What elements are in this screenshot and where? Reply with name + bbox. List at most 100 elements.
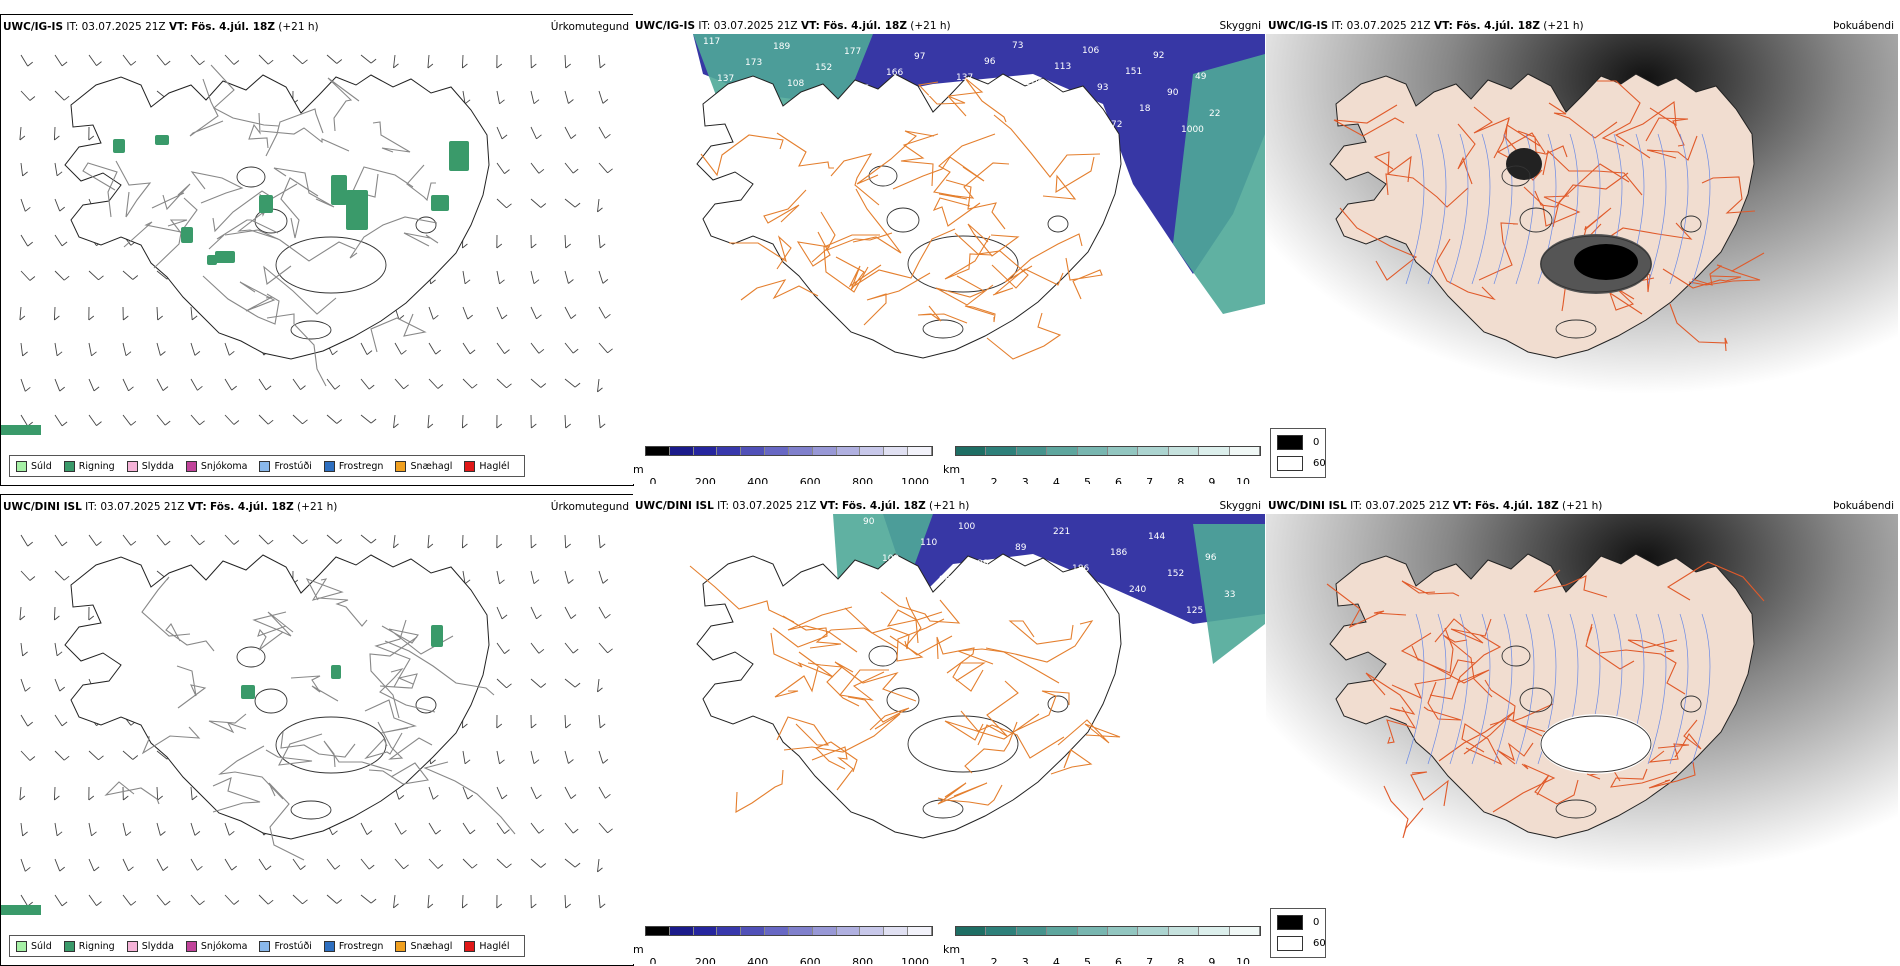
it-label: IT:: [1350, 500, 1362, 512]
colorbar-swatch: [1169, 927, 1199, 935]
colorbar-swatch: [860, 927, 884, 935]
colorbar-tick-label: 200: [695, 956, 716, 964]
colorbar-swatch: [694, 447, 718, 455]
visibility-value-label: 90: [1167, 88, 1179, 98]
precip-legend-item: Slydda: [127, 461, 174, 472]
visibility-value-label: 98: [939, 575, 951, 585]
visibility-value-label: 93: [1097, 83, 1108, 93]
vt-label: VT:: [820, 500, 839, 512]
model-name: UWC/IG-IS: [1268, 20, 1328, 32]
colorbar-unit: m: [633, 463, 644, 476]
colorbar-swatch: [986, 927, 1016, 935]
panel-header: UWC/IG-IS IT: 03.07.2025 21Z VT: Fös. 4.…: [3, 21, 319, 33]
precip-legend-label: Haglél: [479, 461, 509, 472]
colorbar-swatch: [646, 447, 670, 455]
fog-index-panel-dini: UWC/DINI ISL IT: 03.07.2025 21Z VT: Fös.…: [1266, 494, 1898, 964]
vt-label: VT:: [801, 20, 820, 32]
precip-legend-swatch: [127, 461, 138, 472]
model-name: UWC/DINI ISL: [1268, 500, 1347, 512]
visibility-value-label: 72: [1111, 120, 1122, 130]
visibility-value-label: 152: [1167, 569, 1184, 579]
colorbar-tick-label: 0: [650, 476, 657, 484]
vt-value: Fös. 4.júl. 18Z: [842, 500, 926, 512]
visibility-value-label: 88: [977, 559, 989, 569]
rain-areas: [1, 905, 41, 915]
panel-title: Úrkomutegund: [551, 21, 629, 33]
visibility-value-label: 90: [996, 596, 1008, 606]
colorbar-tick-label: 7: [1146, 476, 1153, 484]
visibility-value-label: 152: [815, 63, 832, 73]
precip-legend-label: Súld: [31, 461, 52, 472]
visibility-value-label: 96: [984, 57, 996, 67]
precip-legend-item: Rigning: [64, 461, 115, 472]
visibility-value-label: 22: [1209, 109, 1220, 119]
it-value: 03.07.2025 21Z: [1347, 20, 1431, 32]
lead-time: (+21 h): [297, 501, 337, 513]
colorbar-tick-label: 2: [991, 956, 998, 964]
visibility-value-label: 164: [900, 105, 917, 115]
precip-legend-item: Snæhagl: [395, 461, 452, 472]
panel-header: UWC/DINI ISL IT: 03.07.2025 21Z VT: Fös.…: [635, 500, 969, 512]
visibility-value-label: 97: [914, 52, 925, 62]
visibility-value-label: 117: [703, 37, 720, 47]
colorbar-swatch: [884, 927, 908, 935]
visibility-value-label: 18: [1139, 104, 1151, 114]
colorbar-tick-label: 3: [1022, 956, 1029, 964]
colorbar-swatch: [956, 927, 986, 935]
visibility-value-label: 108: [787, 79, 804, 89]
fog-legend: 0 60: [1270, 428, 1326, 478]
colorbar-swatch: [813, 447, 837, 455]
visibility-value-label: 113: [1054, 62, 1071, 72]
visibility-value-label: 189: [773, 42, 790, 52]
colorbar-tick-label: 200: [695, 476, 716, 484]
visibility-value-label: 280: [942, 126, 959, 136]
panel-header: UWC/IG-IS IT: 03.07.2025 21Z VT: Fös. 4.…: [1268, 20, 1584, 32]
colorbar-swatch: [717, 447, 741, 455]
visibility-value-label: 100: [1034, 580, 1051, 590]
fog-legend: 0 60: [1270, 908, 1326, 958]
panel-header: UWC/DINI ISL IT: 03.07.2025 21Z VT: Fös.…: [1268, 500, 1602, 512]
colorbar-swatch: [694, 927, 718, 935]
vt-label: VT:: [1434, 20, 1453, 32]
colorbar-tick-label: 800: [852, 956, 873, 964]
lead-time: (+21 h): [278, 21, 318, 33]
panel-header: UWC/IG-IS IT: 03.07.2025 21Z VT: Fös. 4.…: [635, 20, 951, 32]
precip-legend-item: Frostúði: [259, 461, 311, 472]
model-name: UWC/DINI ISL: [635, 500, 714, 512]
visibility-value-label: 164: [1040, 115, 1057, 125]
vt-value: Fös. 4.júl. 18Z: [823, 20, 907, 32]
colorbar-swatch: [956, 447, 986, 455]
precip-legend-swatch: [16, 461, 27, 472]
rain-areas: [1, 425, 41, 435]
colorbar-swatch: [789, 447, 813, 455]
colorbar-tick-label: 0: [650, 956, 657, 964]
colorbar-swatch: [1017, 447, 1047, 455]
visibility-value-label: 144: [1148, 532, 1165, 542]
precip-legend-swatch: [259, 461, 270, 472]
precip-legend-item: Haglél: [464, 461, 509, 472]
visibility-value-label: 206: [1026, 78, 1043, 88]
precip-map: [1, 495, 633, 965]
visibility-value-label: 177: [844, 47, 861, 57]
colorbar-swatch: [1078, 447, 1108, 455]
colorbar-swatch: [1047, 927, 1077, 935]
visibility-value-label: 96: [1205, 553, 1217, 563]
visibility-panel-dini: UWC/DINI ISL IT: 03.07.2025 21Z VT: Fös.…: [633, 494, 1265, 964]
model-name: UWC/IG-IS: [3, 21, 63, 33]
visibility-value-label: 90: [863, 517, 875, 527]
precip-legend-item: Snjókoma: [186, 461, 248, 472]
it-label: IT:: [698, 20, 710, 32]
precip-map: [1, 15, 633, 485]
it-label: IT:: [66, 21, 78, 33]
visibility-value-label: 33: [1224, 590, 1235, 600]
panel-title: Þokuábendi: [1833, 20, 1894, 32]
precip-legend-swatch: [324, 461, 335, 472]
visibility-value-label: 106: [1082, 46, 1099, 56]
colorbar-tick-label: 9: [1208, 956, 1215, 964]
colorbar-tick-label: 10: [1236, 956, 1250, 964]
colorbar-swatch: [813, 927, 837, 935]
colorbar-tick-label: 4: [1053, 956, 1060, 964]
precip-legend-label: Snæhagl: [410, 461, 452, 472]
lead-time: (+21 h): [929, 500, 969, 512]
